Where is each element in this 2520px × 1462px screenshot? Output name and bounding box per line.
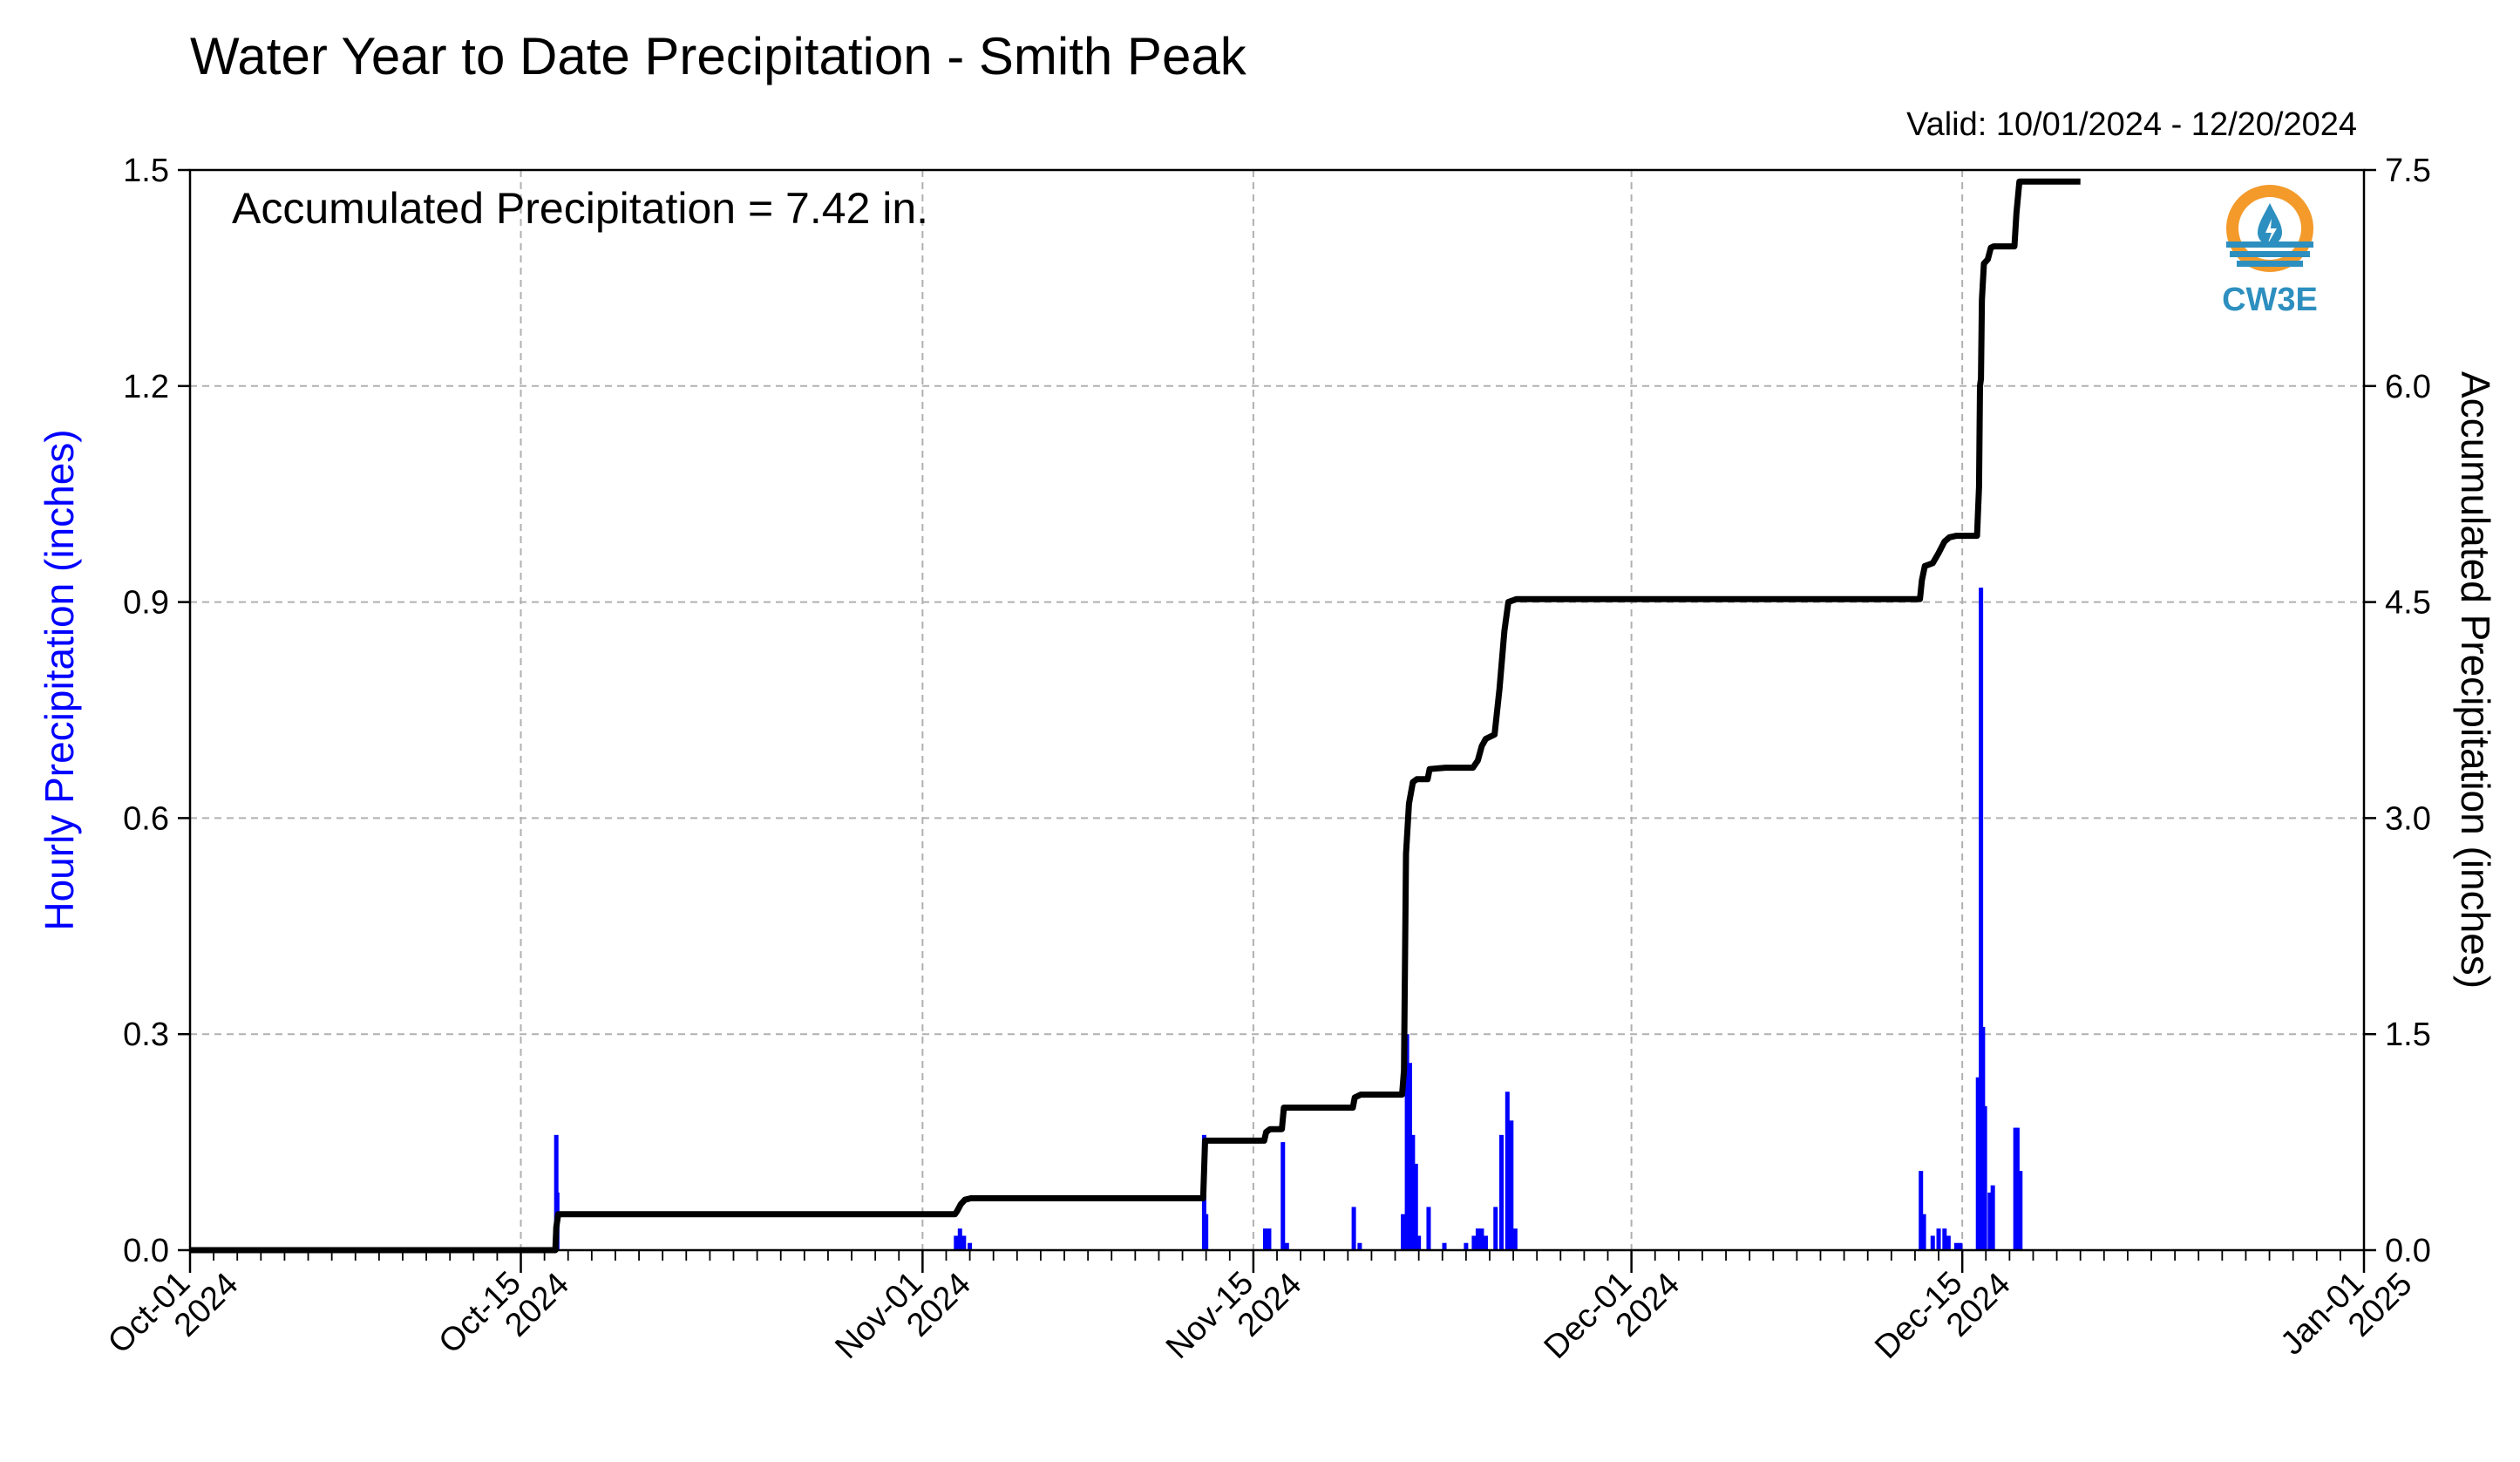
hourly-bar xyxy=(1426,1207,1431,1250)
hourly-bar xyxy=(968,1242,973,1250)
hourly-bar xyxy=(1483,1235,1488,1250)
y-tick-label-left: 0.3 xyxy=(123,1017,169,1053)
hourly-bar xyxy=(1471,1235,1477,1250)
hourly-bar xyxy=(1930,1235,1935,1250)
plot-frame xyxy=(188,168,2366,1252)
hourly-bar xyxy=(1958,1242,1963,1250)
x-tick-label: Nov-152024 xyxy=(1159,1241,1308,1391)
hourly-bar xyxy=(961,1235,967,1250)
hourly-bar xyxy=(2014,1127,2020,1250)
hourly-bar xyxy=(1987,1192,1993,1250)
y-tick-label-left: 1.5 xyxy=(123,153,169,189)
hourly-bar xyxy=(1401,1214,1406,1250)
hourly-bar xyxy=(1505,1091,1510,1250)
y-tick-label-right: 1.5 xyxy=(2385,1017,2431,1053)
y-tick-label-left: 0.9 xyxy=(123,585,169,622)
hourly-bar xyxy=(1990,1185,1995,1250)
hourly-bar xyxy=(1280,1142,1286,1250)
grid-lines xyxy=(190,169,2364,1251)
hourly-bar xyxy=(1442,1242,1447,1250)
hourly-bar xyxy=(1407,1063,1412,1250)
hourly-bar xyxy=(2018,1171,2023,1250)
hourly-bar xyxy=(1979,588,1984,1250)
hourly-bar xyxy=(1946,1235,1951,1250)
x-tick-label: Dec-012024 xyxy=(1538,1241,1687,1391)
y-tick-label-right: 4.5 xyxy=(2385,585,2431,622)
hourly-bar xyxy=(1416,1235,1422,1250)
hourly-bar xyxy=(1499,1134,1505,1250)
axes: 0.0 0.3 0.6 0.9 1.2 1.5 0.0 1.5 3.0 4.5 6.0 7.5 Oct-… xyxy=(101,153,2431,1391)
hourly-bar xyxy=(1404,1034,1409,1250)
hourly-bar xyxy=(957,1228,962,1250)
right-axis-title: Accumulated Precipitation (inches) xyxy=(2453,371,2498,989)
hourly-bar xyxy=(1357,1242,1362,1250)
hourly-bar xyxy=(1921,1214,1926,1250)
hourly-bar xyxy=(1493,1207,1498,1250)
hourly-bar xyxy=(1479,1228,1484,1250)
hourly-bar xyxy=(1953,1242,1959,1250)
y-tick-label-right: 0.0 xyxy=(2385,1233,2431,1269)
y-tick-label-left: 0.0 xyxy=(123,1233,169,1269)
hourly-bar xyxy=(1975,1077,1980,1250)
hourly-bar xyxy=(1284,1242,1289,1250)
x-tick-label: Nov-012024 xyxy=(828,1241,977,1391)
hourly-bar xyxy=(954,1235,959,1250)
y-tick-label-right: 7.5 xyxy=(2385,153,2431,189)
hourly-bar xyxy=(1936,1228,1941,1250)
valid-date-range: Valid: 10/01/2024 - 12/20/2024 xyxy=(1906,106,2357,143)
hourly-bar xyxy=(1410,1134,1416,1250)
hourly-bar xyxy=(1942,1228,1947,1250)
y-tick-label-right: 6.0 xyxy=(2385,369,2431,405)
hourly-bar xyxy=(1262,1228,1267,1250)
hourly-bar xyxy=(1464,1242,1469,1250)
cw3e-logo: CW3E xyxy=(2218,179,2322,327)
accumulated-annotation: Accumulated Precipitation = 7.42 in. xyxy=(232,184,929,233)
hourly-bar xyxy=(1512,1228,1518,1250)
hourly-bar xyxy=(1982,1105,1987,1250)
hourly-bar xyxy=(1413,1163,1418,1250)
x-tick-label: Oct-152024 xyxy=(432,1241,576,1385)
x-tick-label: Dec-152024 xyxy=(1868,1241,2017,1391)
y-tick-label-right: 3.0 xyxy=(2385,800,2431,837)
accumulated-precipitation-line xyxy=(190,178,2081,1254)
hourly-bar xyxy=(1267,1228,1272,1250)
hourly-bar xyxy=(1475,1228,1480,1250)
chart-title: Water Year to Date Precipitation - Smith… xyxy=(190,27,1246,85)
hourly-bar xyxy=(1351,1207,1356,1250)
cw3e-logo-text: CW3E xyxy=(2222,282,2318,318)
cw3e-logo-icon xyxy=(2226,185,2313,272)
y-tick-label-left: 1.2 xyxy=(123,369,169,405)
hourly-precipitation-bars xyxy=(554,588,2023,1250)
hourly-bar xyxy=(1919,1171,1924,1250)
y-tick-label-left: 0.6 xyxy=(123,800,169,837)
hourly-bar xyxy=(554,1134,559,1250)
hourly-bar xyxy=(1204,1214,1209,1250)
left-axis-title: Hourly Precipitation (inches) xyxy=(37,429,82,931)
hourly-bar xyxy=(1509,1120,1514,1250)
